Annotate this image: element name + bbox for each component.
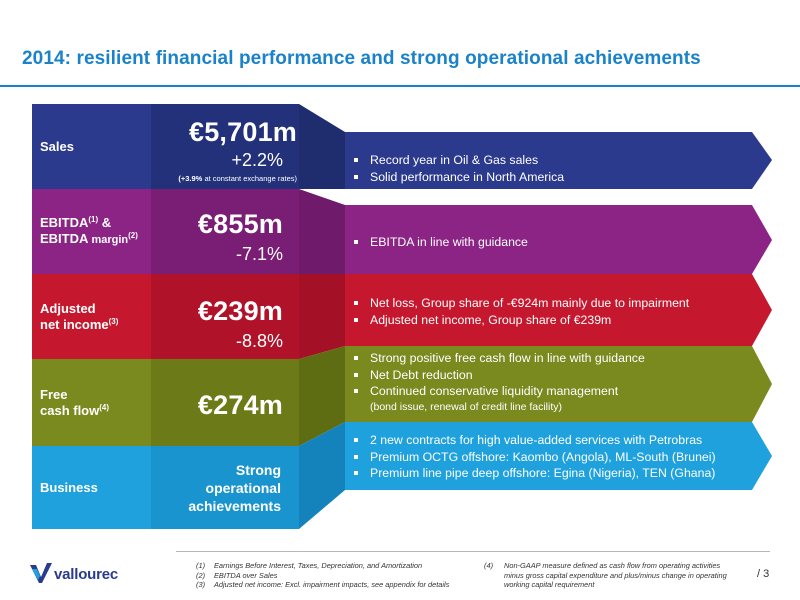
row-business-value-line: achievements xyxy=(188,498,281,514)
row-ebitda-value-bg xyxy=(151,189,299,274)
list-item: 2 new contracts for high value-added ser… xyxy=(345,432,765,449)
row-sales-connector xyxy=(299,104,345,189)
row-fcf-panel: Strong positive free cash flow in line w… xyxy=(345,350,755,414)
row-ebitda-value: €855m xyxy=(197,209,283,239)
list-item: Net Debt reduction xyxy=(345,367,755,384)
list-item-sub: (bond issue, renewal of credit line faci… xyxy=(370,400,563,413)
row-business-panel: 2 new contracts for high value-added ser… xyxy=(345,432,765,482)
footnote: (2) EBITDA over Sales xyxy=(196,570,278,580)
title-divider xyxy=(0,85,800,87)
page-title: 2014: resilient financial performance an… xyxy=(22,48,701,69)
row-business-value-bg xyxy=(151,446,299,529)
row-fcf-value-bg xyxy=(151,359,299,446)
row-business-panel-bg xyxy=(345,422,772,490)
list-item: Adjusted net income, Group share of €239… xyxy=(345,312,755,329)
row-netincome-panel-bg xyxy=(345,274,772,346)
row-ebitda-label: EBITDA(1) & EBITDA margin(2) xyxy=(40,215,138,246)
list-item: Record year in Oil & Gas sales xyxy=(345,152,745,169)
row-ebitda-change: -7.1% xyxy=(235,244,283,264)
brand-name: vallourec xyxy=(54,566,119,583)
footnotes-left: (1) Earnings Before Interest, Taxes, Depr… xyxy=(196,561,476,590)
page-number: / 3 xyxy=(757,568,770,580)
row-sales-note: (+3.9% at constant exchange rates) xyxy=(178,174,297,183)
row-sales-label: Sales xyxy=(40,138,74,154)
list-item: Strong positive free cash flow in line w… xyxy=(345,350,755,367)
list-item: Net loss, Group share of -€924m mainly d… xyxy=(345,295,755,312)
row-sales-value: €5,701m xyxy=(189,117,297,147)
row-netincome-change: -8.8% xyxy=(235,331,283,351)
row-fcf-panel-bg xyxy=(345,346,772,422)
row-sales-label-bg xyxy=(32,104,151,189)
row-fcf-value: €274m xyxy=(197,390,283,420)
row-sales-value-cell: €5,701m +2.2% (+3.9% at constant exchang… xyxy=(151,104,297,189)
row-netincome-value-bg xyxy=(151,274,299,359)
row-business-value-cell: Strong operational achievements xyxy=(151,446,281,529)
row-netincome-panel: Net loss, Group share of -€924m mainly d… xyxy=(345,295,755,328)
row-netincome-connector xyxy=(299,274,345,359)
row-business-label-bg xyxy=(32,446,151,529)
row-netincome-label-bg xyxy=(32,274,151,359)
footnote-right: (4) Non-GAAP measure defined as cash flo… xyxy=(484,561,727,589)
list-item: EBITDA in line with guidance xyxy=(345,234,745,251)
list-item: Premium line pipe deep offshore: Egina (… xyxy=(345,465,765,482)
row-business-value-line: operational xyxy=(205,480,281,496)
row-fcf-connector xyxy=(299,346,345,446)
row-business-label: Business xyxy=(40,479,98,495)
list-item: Premium OCTG offshore: Kaombo (Angola), … xyxy=(345,449,765,466)
list-item: Continued conservative liquidity managem… xyxy=(345,383,755,400)
row-ebitda-label-bg xyxy=(32,189,151,274)
list-item: Solid performance in North America xyxy=(345,169,745,186)
footer-divider xyxy=(176,551,770,552)
row-ebitda-panel-bg xyxy=(345,205,772,274)
vallourec-logo-icon xyxy=(30,563,52,583)
row-fcf-label: Free cash flow(4) xyxy=(40,386,110,418)
row-business-connector xyxy=(299,422,345,529)
row-sales-panel: Record year in Oil & Gas sales Solid per… xyxy=(345,152,745,185)
row-fcf-value-cell: €274m xyxy=(151,359,283,446)
row-sales-value-bg xyxy=(151,104,299,189)
row-ebitda-value-cell: €855m -7.1% xyxy=(151,189,283,274)
row-business-value-line: Strong xyxy=(235,462,281,478)
row-fcf-label-bg xyxy=(32,359,151,446)
row-sales-change: +2.2% xyxy=(231,150,283,170)
row-sales-panel-bg xyxy=(345,132,772,189)
row-ebitda-connector xyxy=(299,189,345,274)
row-netincome-label: Adjusted net income(3) xyxy=(40,300,119,332)
row-netincome-value: €239m xyxy=(197,296,283,326)
footnote: (3) Adjusted net income: Excl. impairment… xyxy=(196,580,450,589)
row-netincome-value-cell: €239m -8.8% xyxy=(151,274,283,359)
row-ebitda-panel: EBITDA in line with guidance xyxy=(345,234,745,251)
footnote: (1) Earnings Before Interest, Taxes, Depr… xyxy=(196,561,423,570)
